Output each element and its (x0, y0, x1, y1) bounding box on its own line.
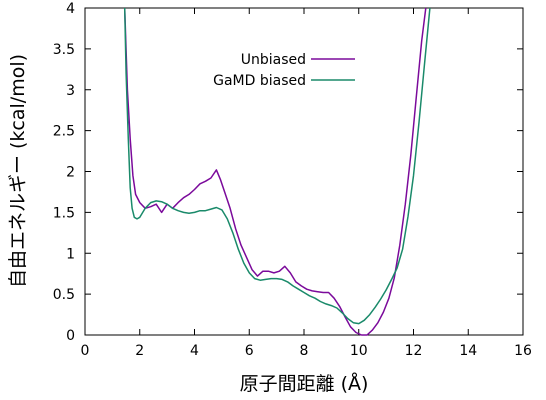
y-tick-label: 1 (66, 246, 75, 262)
legend: Unbiased GaMD biased (213, 52, 355, 89)
y-tick-label: 2.5 (53, 124, 75, 140)
series-lines (123, 7, 431, 336)
x-tick-label: 0 (81, 343, 90, 359)
x-tick-label: 16 (514, 343, 532, 359)
x-tick-label: 12 (405, 343, 423, 359)
x-tick-label: 6 (245, 343, 254, 359)
y-tick-label: 0 (66, 328, 75, 344)
x-tick-label: 8 (300, 343, 309, 359)
y-tick-label: 4 (66, 1, 75, 17)
axis-ticks (84, 7, 524, 336)
x-tick-label: 2 (135, 343, 144, 359)
y-tick-label: 3 (66, 83, 75, 99)
series-line-unbiased (123, 7, 427, 336)
y-tick-label: 0.5 (53, 287, 75, 303)
tick-labels: 0 2 4 6 8 10 12 14 16 0 0.5 1 1.5 2 2.5 3 3.5 4 (53, 1, 532, 359)
y-tick-label: 1.5 (53, 205, 75, 221)
y-axis-title: 自由エネルギー (kcal/mol) (7, 54, 29, 288)
x-tick-label: 14 (459, 343, 477, 359)
x-tick-label: 4 (190, 343, 199, 359)
x-tick-label: 10 (350, 343, 368, 359)
series-line-gamd-biased (123, 7, 431, 325)
y-tick-label: 2 (66, 165, 75, 181)
legend-label: GaMD biased (213, 73, 306, 89)
legend-label: Unbiased (241, 52, 306, 68)
x-axis-title: 原子間距離 (Å) (240, 372, 369, 395)
y-tick-label: 3.5 (53, 42, 75, 58)
